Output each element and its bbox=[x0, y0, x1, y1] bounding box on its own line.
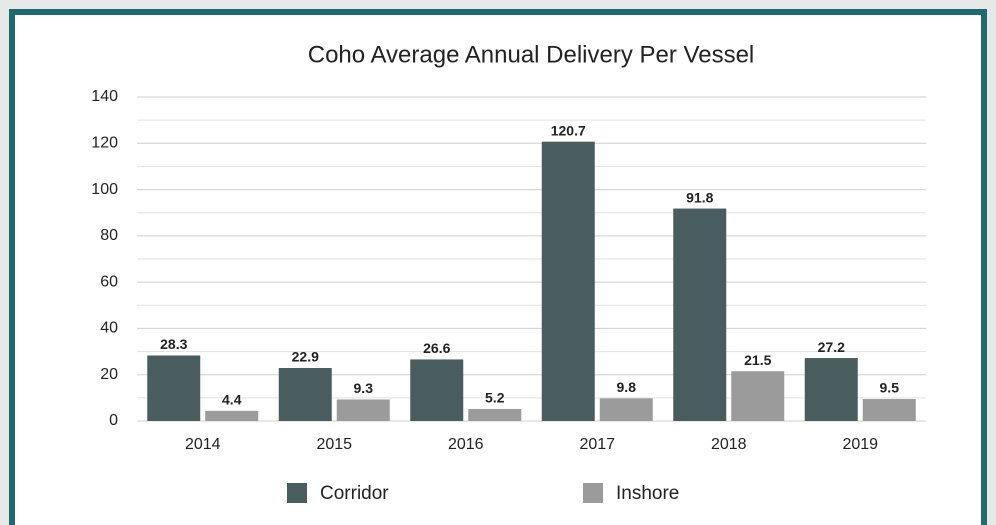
bar bbox=[336, 399, 390, 421]
x-tick-label: 2016 bbox=[448, 436, 484, 453]
value-label: 9.8 bbox=[617, 379, 637, 395]
y-tick-label: 120 bbox=[91, 135, 118, 152]
y-tick-label: 40 bbox=[100, 320, 118, 337]
bar bbox=[468, 408, 522, 421]
legend-label: Inshore bbox=[616, 483, 679, 504]
value-label: 22.9 bbox=[292, 349, 319, 365]
value-label: 9.3 bbox=[354, 380, 374, 396]
value-label: 21.5 bbox=[744, 352, 771, 368]
legend-label: Corridor bbox=[320, 483, 389, 504]
value-label: 27.2 bbox=[818, 339, 845, 355]
bar bbox=[804, 358, 858, 421]
value-label: 28.3 bbox=[160, 336, 187, 352]
bar bbox=[673, 208, 727, 421]
value-label: 120.7 bbox=[551, 122, 586, 138]
y-tick-label: 60 bbox=[100, 273, 118, 290]
bar bbox=[278, 368, 332, 421]
value-label: 5.2 bbox=[485, 390, 505, 406]
x-tick-label: 2014 bbox=[185, 436, 221, 453]
bar bbox=[205, 410, 259, 421]
chart-title: Coho Average Annual Delivery Per Vessel bbox=[308, 41, 755, 68]
bar bbox=[541, 141, 595, 421]
x-tick-label: 2015 bbox=[316, 436, 352, 453]
y-tick-label: 0 bbox=[109, 412, 118, 429]
bar bbox=[731, 371, 785, 421]
value-label: 91.8 bbox=[686, 189, 713, 205]
legend-swatch bbox=[287, 483, 307, 503]
x-tick-label: 2018 bbox=[711, 436, 747, 453]
panel bbox=[9, 9, 987, 525]
bar bbox=[410, 359, 464, 421]
bar bbox=[862, 399, 916, 421]
bar bbox=[147, 355, 201, 421]
x-tick-label: 2017 bbox=[579, 436, 615, 453]
value-label: 9.5 bbox=[880, 380, 900, 396]
value-label: 4.4 bbox=[222, 392, 242, 408]
y-tick-label: 140 bbox=[91, 88, 118, 105]
y-tick-label: 100 bbox=[91, 181, 118, 198]
y-tick-label: 80 bbox=[100, 227, 118, 244]
value-label: 26.6 bbox=[423, 340, 450, 356]
y-tick-label: 20 bbox=[100, 366, 118, 383]
bar bbox=[599, 398, 653, 421]
x-tick-label: 2019 bbox=[842, 436, 878, 453]
legend-swatch bbox=[583, 483, 603, 503]
